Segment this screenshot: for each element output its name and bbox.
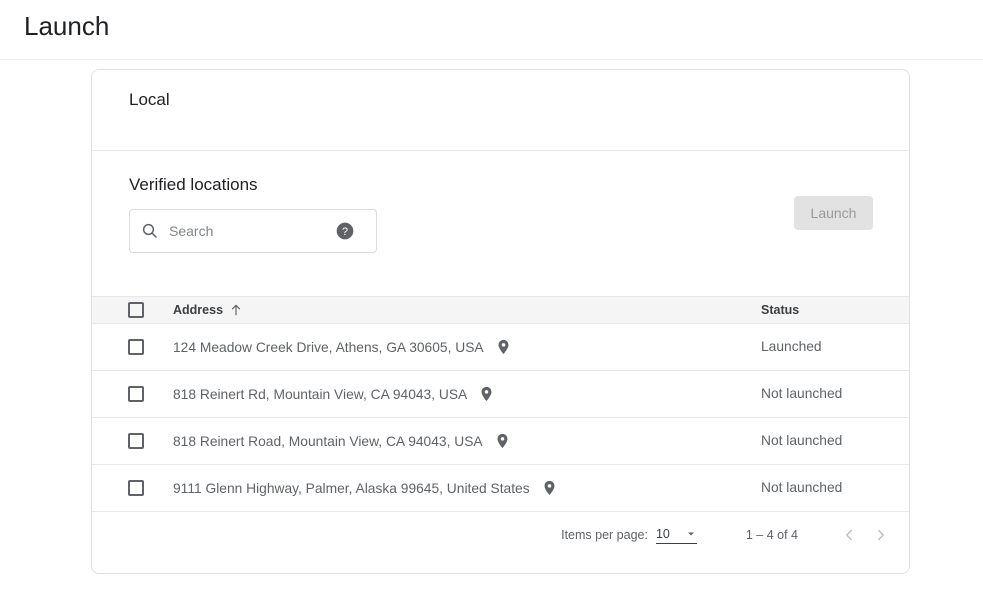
svg-text:?: ? [342, 226, 348, 238]
